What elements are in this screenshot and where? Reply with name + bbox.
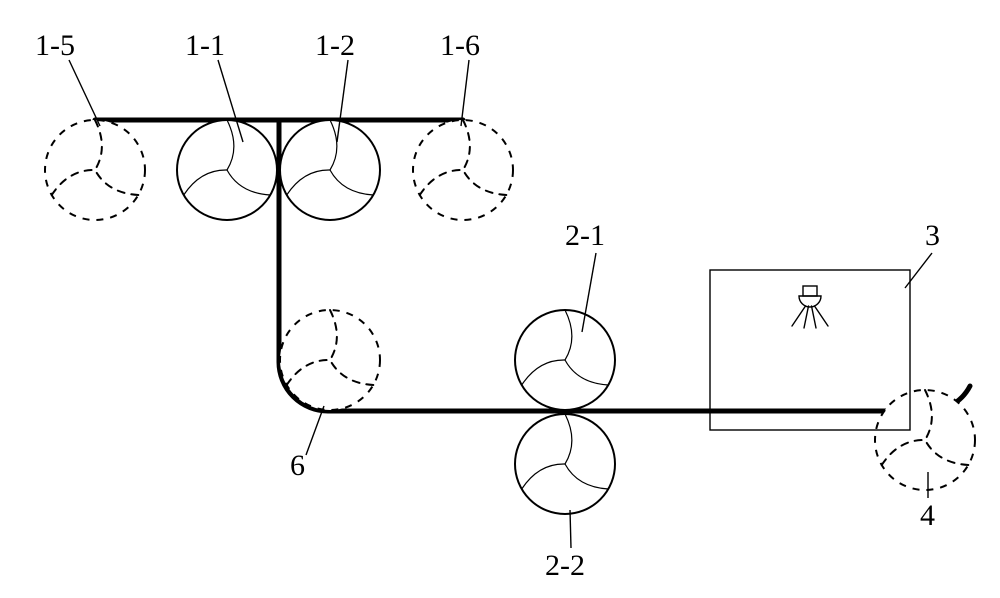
label-l22: 2-2 bbox=[545, 549, 585, 582]
roller-r12 bbox=[280, 120, 380, 220]
label-l15: 1-5 bbox=[35, 29, 75, 62]
label-l3: 3 bbox=[925, 219, 940, 252]
label-l4: 4 bbox=[920, 499, 935, 532]
roller-r4 bbox=[875, 390, 975, 490]
label-l11: 1-1 bbox=[185, 29, 225, 62]
label-l16: 1-6 bbox=[440, 29, 480, 62]
label-l6: 6 bbox=[290, 449, 305, 482]
leader-ld6 bbox=[306, 406, 324, 455]
spray-ray-3 bbox=[815, 306, 829, 326]
material-path-main bbox=[279, 120, 970, 411]
roller-r21 bbox=[515, 310, 615, 410]
leader-ld22 bbox=[570, 510, 571, 548]
label-l21: 2-1 bbox=[565, 219, 605, 252]
label-l12: 1-2 bbox=[315, 29, 355, 62]
spray-ray-1 bbox=[804, 306, 809, 328]
spray-ray-2 bbox=[812, 306, 817, 328]
spray-ray-0 bbox=[792, 306, 806, 326]
spray-stem bbox=[803, 286, 817, 296]
roller-r11 bbox=[177, 120, 277, 220]
roller-r16 bbox=[413, 120, 513, 220]
roller-r15 bbox=[45, 120, 145, 220]
device-box bbox=[710, 270, 910, 430]
leader-ld15 bbox=[69, 60, 100, 126]
roller-r6 bbox=[280, 310, 380, 410]
leader-ld16 bbox=[461, 60, 469, 126]
roller-r22 bbox=[515, 414, 615, 514]
spray-dome bbox=[799, 296, 821, 307]
